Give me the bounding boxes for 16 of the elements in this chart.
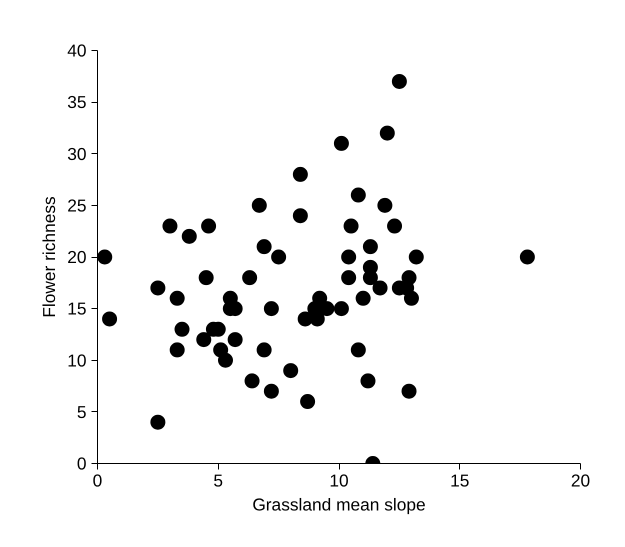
y-tick-label: 40 [67, 40, 87, 60]
y-tick-label: 5 [76, 402, 87, 422]
y-tick-label: 30 [67, 144, 87, 164]
x-axis-title: Grassland mean slope [252, 494, 426, 514]
y-tick-label: 10 [67, 350, 87, 370]
y-tick-label: 25 [67, 195, 87, 216]
x-tick-label: 0 [92, 470, 102, 490]
x-tick-label: 10 [329, 470, 349, 490]
y-tick-label: 20 [67, 247, 87, 267]
x-tick-label: 5 [213, 470, 224, 490]
y-tick-label: 35 [67, 92, 87, 112]
x-tick-label: 20 [570, 470, 590, 490]
x-tick-label: 15 [450, 470, 470, 490]
y-axis-title: Flower richness [39, 196, 60, 318]
y-tick-label: 0 [76, 454, 87, 474]
y-tick-label: 15 [67, 298, 87, 319]
